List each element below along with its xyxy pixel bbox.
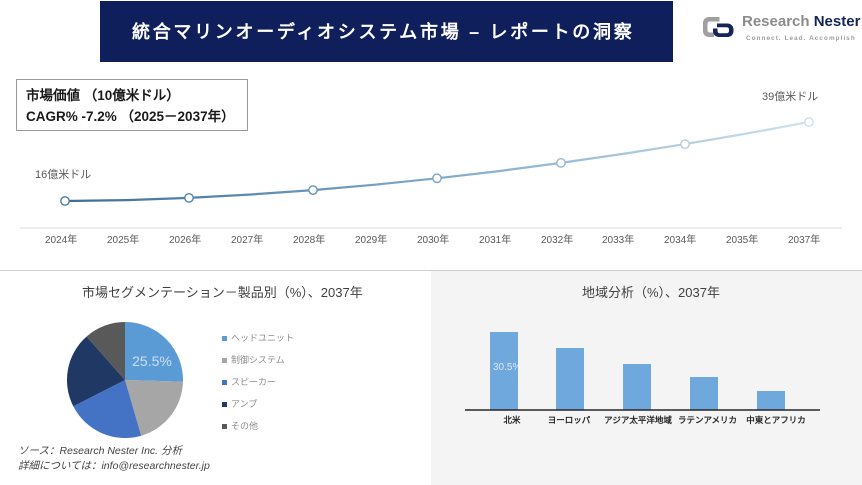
svg-text:30.5%: 30.5%: [493, 362, 521, 373]
